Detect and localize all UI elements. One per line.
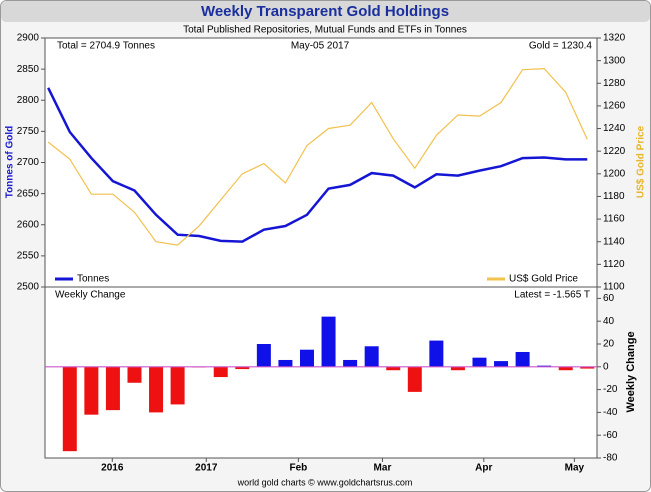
y-tick-label: -20 — [603, 384, 618, 395]
legend-label: Tonnes — [77, 274, 109, 285]
y-tick-label: 2800 — [17, 95, 40, 106]
y-axis-label: Tonnes of Gold — [5, 126, 16, 199]
bar — [127, 366, 142, 383]
y-tick-label: 0 — [603, 361, 609, 372]
y-tick-label: -40 — [603, 407, 618, 418]
y2-tick-label: 1200 — [603, 168, 626, 179]
y-tick-label: 20 — [603, 339, 615, 350]
y-tick-label: -60 — [603, 430, 618, 441]
plot-area — [44, 37, 598, 459]
y2-tick-label: 1240 — [603, 123, 626, 134]
y-tick-label: 2700 — [17, 157, 40, 168]
bar — [321, 316, 336, 367]
bar — [299, 349, 314, 367]
bar — [278, 359, 293, 367]
y-tick-label: 2750 — [17, 126, 40, 137]
bar — [170, 366, 185, 405]
y-tick-label: 2500 — [17, 282, 40, 293]
bar — [472, 357, 487, 367]
bar — [386, 366, 401, 371]
y2-tick-label: 1120 — [603, 259, 625, 270]
x-tick-label: May — [565, 463, 585, 474]
bar — [84, 366, 99, 415]
y2-tick-label: 1100 — [603, 282, 625, 293]
bar — [407, 366, 422, 392]
x-tick-label: Mar — [374, 463, 392, 474]
bar — [105, 366, 120, 411]
series-line — [47, 87, 588, 243]
y-tick-label: 2850 — [17, 64, 40, 75]
y-tick-label: 40 — [603, 316, 615, 327]
annotation: May-05 2017 — [291, 41, 350, 52]
bar — [494, 361, 509, 367]
bar — [235, 366, 250, 370]
bar — [515, 351, 530, 367]
annotation: Total = 2704.9 Tonnes — [57, 41, 155, 52]
footer: world gold charts © www.goldchartsrus.co… — [237, 477, 413, 487]
x-tick-label: 2016 — [101, 463, 124, 474]
y2-tick-label: 1140 — [603, 236, 625, 247]
bar — [62, 366, 77, 452]
chart-title: Weekly Transparent Gold Holdings — [201, 3, 449, 20]
legend-label: US$ Gold Price — [509, 274, 578, 285]
y-tick-label: 2650 — [17, 188, 40, 199]
bar — [343, 359, 358, 367]
y2-tick-label: 1280 — [603, 78, 626, 89]
x-tick-label: Apr — [475, 463, 492, 474]
y2-tick-label: 1160 — [603, 214, 625, 225]
bar — [580, 366, 595, 369]
panel-title: Weekly Change — [55, 290, 126, 301]
annotation: Latest = -1.565 T — [514, 290, 590, 301]
y-tick-label: 60 — [603, 293, 615, 304]
y2-tick-label: 1220 — [603, 146, 626, 157]
annotation: Gold = 1230.4 — [529, 41, 593, 52]
y2-tick-label: 1260 — [603, 101, 626, 112]
x-tick-label: Feb — [289, 463, 307, 474]
x-tick-label: 2017 — [195, 463, 218, 474]
title-bar — [1, 1, 650, 22]
y-tick-label: 2600 — [17, 219, 40, 230]
subtitle: Total Published Repositories, Mutual Fun… — [183, 25, 467, 36]
y-axis-label: Weekly Change — [625, 331, 637, 412]
y-tick-label: 2550 — [17, 251, 40, 262]
y2-tick-label: 1180 — [603, 191, 625, 202]
y-tick-label: -80 — [603, 453, 618, 464]
y2-tick-label: 1300 — [603, 55, 626, 66]
bar — [256, 344, 271, 367]
bar — [213, 366, 228, 378]
y-tick-label: 2900 — [17, 33, 40, 44]
y2-tick-label: 1320 — [603, 33, 626, 44]
bar — [149, 366, 164, 413]
bar — [429, 340, 444, 367]
bar — [450, 366, 465, 371]
bar — [364, 346, 379, 367]
bar — [558, 366, 573, 371]
series-line — [47, 67, 588, 246]
y2-axis-label: US$ Gold Price — [636, 125, 647, 198]
